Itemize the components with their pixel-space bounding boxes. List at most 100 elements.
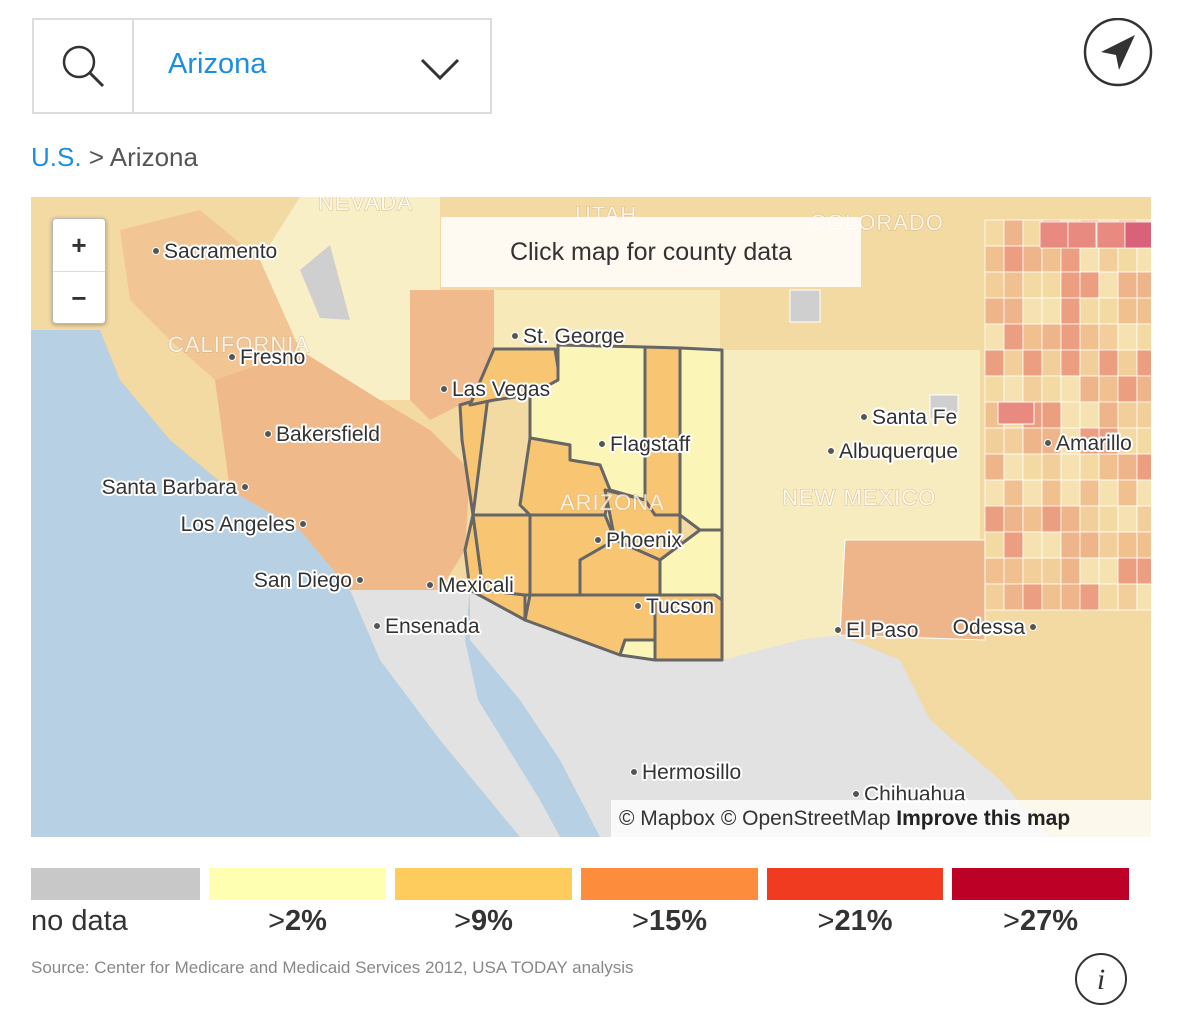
- county: [1117, 271, 1138, 299]
- county: [1022, 505, 1043, 533]
- source-note: Source: Center for Medicare and Medicaid…: [31, 958, 634, 977]
- city-label: Phoenix: [606, 529, 682, 552]
- arizona-counties: [458, 343, 724, 662]
- city-dot: [228, 353, 236, 361]
- info-icon: i: [1097, 963, 1105, 996]
- city-label: Las Vegas: [452, 378, 550, 401]
- county: [984, 505, 1005, 533]
- state-label: NEW MEXICO: [782, 485, 936, 510]
- county: [1079, 297, 1100, 325]
- city-dot: [827, 447, 835, 455]
- city-label: Odessa: [953, 616, 1026, 639]
- zoom-in[interactable]: +: [71, 230, 87, 260]
- county: [1003, 271, 1024, 299]
- california-south: [215, 350, 470, 590]
- county: [1003, 323, 1024, 351]
- state-label: NEVADA: [318, 197, 413, 215]
- county: [1041, 323, 1062, 351]
- info-button[interactable]: i: [1074, 953, 1128, 1007]
- county: [1079, 349, 1100, 377]
- legend-text: 27%: [1019, 905, 1078, 937]
- city-dot: [241, 483, 249, 491]
- county: [1022, 271, 1043, 299]
- county: [1022, 427, 1043, 455]
- county: [1136, 271, 1151, 299]
- city-label: Bakersfield: [276, 423, 380, 446]
- county: [1079, 583, 1100, 611]
- county: [1041, 531, 1062, 559]
- legend-text: 2%: [285, 905, 327, 937]
- state-label: ARIZONA: [560, 490, 665, 515]
- county: [1041, 453, 1062, 481]
- county: [1117, 505, 1138, 533]
- legend-label: >15%: [581, 905, 758, 938]
- county: [1003, 349, 1024, 377]
- county: [1060, 271, 1081, 299]
- locate-button[interactable]: [1083, 18, 1153, 88]
- legend-prefix: >: [632, 905, 649, 937]
- county: [1041, 401, 1062, 429]
- county: [1117, 583, 1138, 611]
- city-label: Tucson: [646, 595, 714, 618]
- county: [1079, 245, 1100, 273]
- county: [1003, 479, 1024, 507]
- city-label: El Paso: [846, 619, 918, 642]
- county: [1098, 557, 1119, 585]
- county: [1079, 453, 1100, 481]
- city-label: Fresno: [240, 346, 305, 369]
- county: [1098, 479, 1119, 507]
- nevada-nodata: [300, 245, 350, 320]
- county: [1022, 531, 1043, 559]
- county: [1098, 583, 1119, 611]
- county: [1022, 453, 1043, 481]
- map-hint: Click map for county data: [441, 217, 861, 287]
- county: [1079, 557, 1100, 585]
- legend-label: >2%: [209, 905, 386, 938]
- city-dot: [440, 385, 448, 393]
- county: [984, 349, 1005, 377]
- county: [1041, 557, 1062, 585]
- legend-swatch: [581, 868, 758, 900]
- county: [1060, 505, 1081, 533]
- dropdown-chevron[interactable]: [419, 56, 461, 82]
- county: [1098, 505, 1119, 533]
- county: [1060, 557, 1081, 585]
- city-dot: [630, 768, 638, 776]
- legend-text: 15%: [648, 905, 707, 937]
- county: [1136, 531, 1151, 559]
- county: [1041, 271, 1062, 299]
- county: [1003, 375, 1024, 403]
- nevada-clark: [410, 290, 494, 420]
- search-box[interactable]: Arizona: [32, 18, 492, 114]
- county: [1079, 323, 1100, 351]
- county: [1041, 583, 1062, 611]
- county: [1079, 271, 1100, 299]
- legend-text: 21%: [834, 905, 893, 937]
- county: [1067, 221, 1097, 249]
- county: [1098, 323, 1119, 351]
- zoom-out[interactable]: −: [53, 271, 105, 324]
- city-dot: [426, 581, 434, 589]
- city-label: Mexicali: [438, 574, 514, 597]
- map[interactable]: NEVADA UTAH COLORADO CALIFORNIA ARIZONA …: [31, 197, 1151, 837]
- county: [1136, 453, 1151, 481]
- county: [1079, 401, 1100, 429]
- city-label: Amarillo: [1056, 432, 1132, 455]
- search-icon: [62, 45, 105, 88]
- county: [1136, 479, 1151, 507]
- attribution: © Mapbox © OpenStreetMap Improve this ma…: [611, 800, 1151, 837]
- breadcrumb-root[interactable]: U.S.: [31, 142, 82, 172]
- county: [984, 245, 1005, 273]
- county: [984, 479, 1005, 507]
- county: [1117, 531, 1138, 559]
- breadcrumb-current: Arizona: [109, 142, 198, 172]
- attribution-text[interactable]: © Mapbox © OpenStreetMap: [619, 807, 891, 830]
- city-label: St. George: [523, 325, 625, 348]
- improve-link[interactable]: Improve this map: [896, 807, 1071, 830]
- baja: [350, 590, 560, 837]
- county: [1022, 297, 1043, 325]
- county: [1060, 375, 1081, 403]
- legend-label: >21%: [767, 905, 943, 938]
- selected-state[interactable]: Arizona: [168, 48, 267, 80]
- city-dot: [834, 626, 842, 634]
